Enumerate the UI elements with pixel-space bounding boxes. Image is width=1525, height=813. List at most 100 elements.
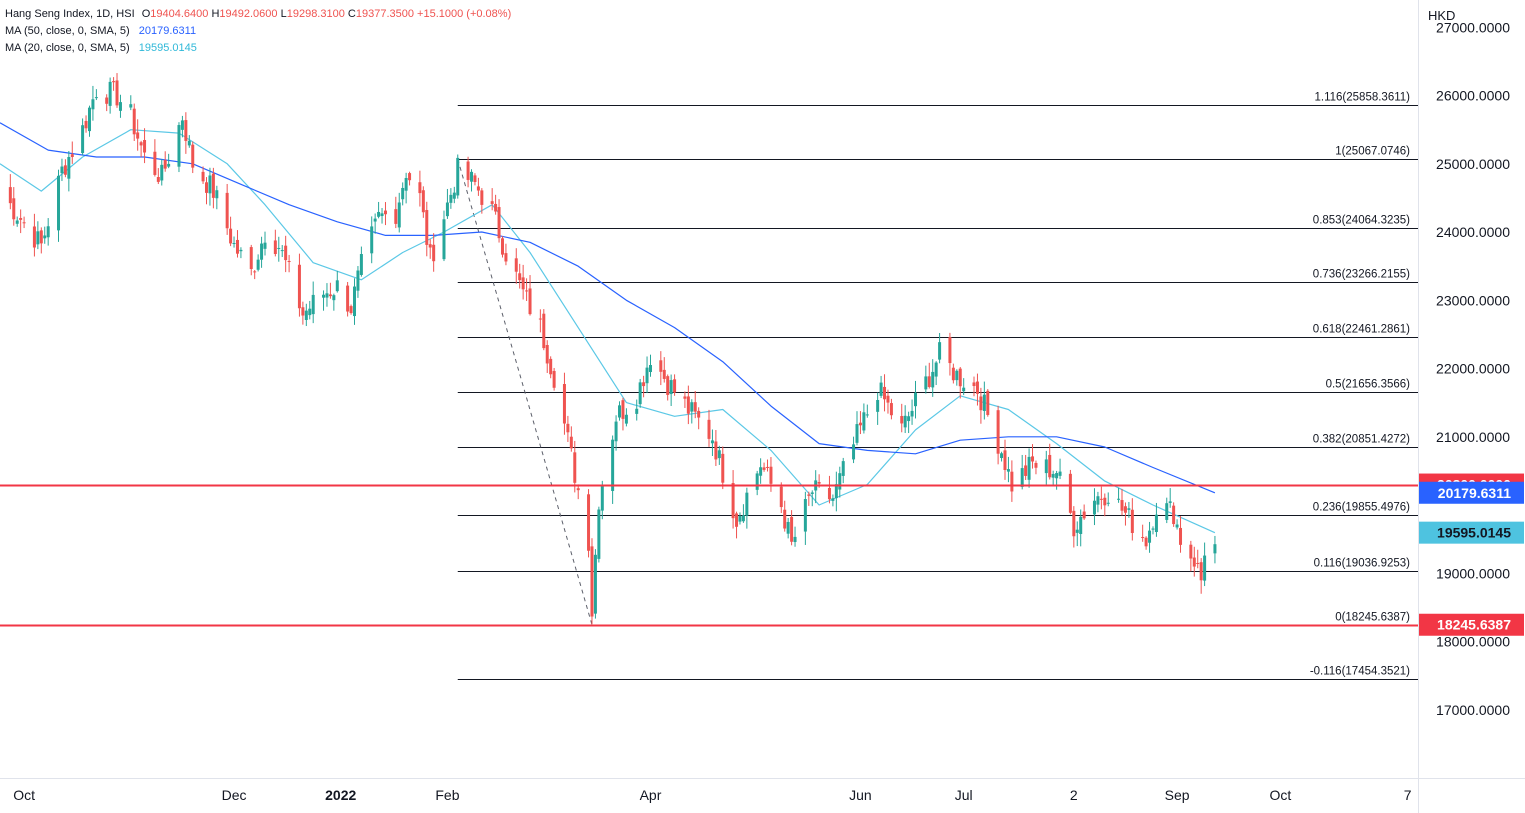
candle-body [273,240,277,255]
candle-body [60,166,64,174]
candle-body [755,473,759,490]
candle-body [638,382,642,405]
fib-level-label: 0.853(24064.3235) [1313,215,1410,227]
candle-body [549,358,553,375]
candle-body [831,498,835,501]
candle-body [538,318,542,320]
candle-body [301,307,305,316]
candle-body [852,444,856,460]
candle-body [528,288,532,315]
candle-body [1203,555,1207,581]
candle-body [1051,473,1055,478]
candle-body [982,394,986,411]
candle-body [211,173,215,198]
candle-body [225,192,229,229]
candle-body [738,515,742,522]
candle-body [514,258,518,272]
candle-body [986,390,990,415]
candle-body [1048,454,1052,478]
ma50-value: 20179.6311 [138,25,197,37]
fib-level-label: 1(25067.0746) [1335,146,1410,158]
candle-body [817,482,821,484]
candle-body [129,104,133,108]
open-label: O [141,8,151,20]
candle-body [235,239,239,254]
candle-body [322,294,326,298]
candle-body [972,382,976,387]
candle-body [180,120,184,130]
candle-body [1000,453,1004,459]
candle-body [862,412,866,431]
candle-body [284,245,288,261]
fib-level-label: 0.618(22461.2861) [1313,324,1410,336]
x-tick-label: Jul [955,787,973,803]
candle-body [741,515,745,522]
fib-level-label: 0.736(23266.2155) [1313,269,1410,281]
candle-body [442,219,446,260]
candle-body [576,488,580,491]
candle-body [383,210,387,215]
candle-body [659,360,663,372]
candle-body [1130,509,1134,534]
candle-body [1006,469,1010,472]
candle-body [1106,502,1110,504]
y-tick-label: 21000.0000 [1436,429,1510,445]
candle-body [280,250,284,252]
candle-body [562,384,566,424]
fib-trend-line[interactable] [457,159,593,625]
candle-body [504,253,508,262]
candle-body [373,218,377,222]
candle-body [1199,562,1203,581]
candle-body [673,379,677,393]
candle-body [160,164,164,181]
candle-body [287,261,291,263]
legend-ma50-row[interactable]: MA (50, close, 0, SMA, 5) 20179.6311 [5,23,511,40]
candle-body [346,285,350,312]
candle-body [215,190,219,199]
candle-body [1068,473,1072,513]
candle-body [996,410,1000,454]
candle-body [693,402,697,412]
fib-level-label: 0(18245.6387) [1335,612,1410,624]
candle-body [452,192,456,199]
candle-body [394,209,398,224]
candle-body [948,337,952,364]
candle-body [710,440,714,444]
candle-body [359,254,363,275]
candle-body [1196,562,1200,564]
high-value: 19492.0600 [219,8,278,20]
candle-body [208,175,212,194]
candle-body [139,142,143,146]
candle-body [201,171,205,182]
candle-body [886,395,890,403]
candle-body [253,271,257,273]
candle-body [466,161,470,180]
candle-body [951,367,955,381]
candle-body [380,213,384,217]
candle-body [1120,500,1124,511]
candle-body [94,97,98,99]
candle-body [187,140,191,146]
candle-body [542,313,546,349]
candle-body [15,220,19,224]
candle-body [263,242,267,249]
candle-body [779,486,783,508]
price-badge-label: 18245.6387 [1437,617,1511,633]
ma20-line [0,129,1216,534]
candle-body [783,509,787,529]
candle-body [229,228,233,244]
horizontal-lines[interactable] [0,484,1418,627]
moving-averages [0,122,1216,534]
legend-ma20-row[interactable]: MA (20, close, 0, SMA, 5) 19595.0145 [5,40,511,57]
candle-body [889,403,893,416]
candle-body [876,400,880,412]
candle-body [790,516,794,542]
candle-body [401,187,405,200]
candle-body [36,231,40,245]
candle-body [731,483,735,519]
candle-body [545,344,549,364]
candle-body [642,382,646,387]
candle-body [600,485,604,511]
close-value: 19377.3500 [355,8,414,20]
